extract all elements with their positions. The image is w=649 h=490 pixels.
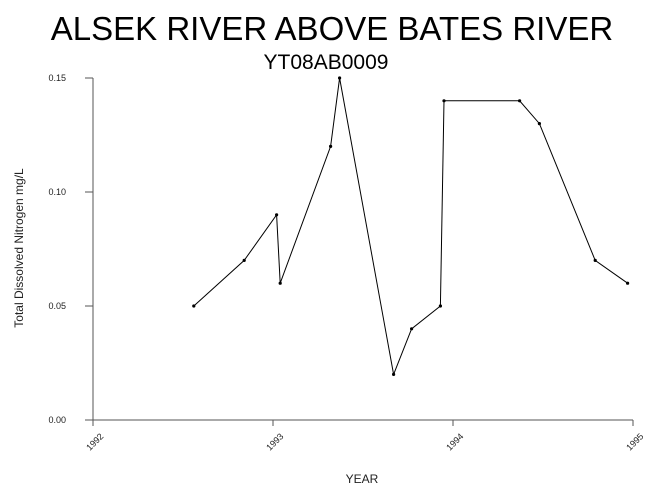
data-point [338, 76, 342, 80]
x-tick-label: 1992 [84, 431, 105, 452]
data-point [192, 304, 196, 308]
y-tick-label: 0.00 [48, 415, 66, 425]
data-point [626, 281, 630, 285]
data-point [329, 144, 333, 148]
y-axis-label: Total Dissolved Nitrogen mg/L [12, 168, 26, 328]
x-tick-label: 1993 [264, 431, 285, 452]
chart-title: ALSEK RIVER ABOVE BATES RIVER [51, 10, 613, 47]
x-tick-label: 1994 [444, 431, 465, 452]
series-line [193, 77, 628, 377]
data-point [537, 122, 542, 126]
data-point [275, 213, 279, 217]
data-point [392, 372, 396, 376]
data-point [438, 304, 442, 308]
data-point [518, 99, 522, 103]
y-tick-label: 0.05 [48, 301, 66, 311]
data-point [410, 327, 414, 331]
data-point [593, 258, 597, 262]
y-tick-label: 0.10 [48, 187, 66, 197]
data-point [242, 258, 246, 262]
x-axis-label: YEAR [346, 472, 379, 486]
data-point [278, 281, 282, 285]
y-tick-label: 0.15 [48, 73, 66, 83]
chart-subtitle: YT08AB0009 [264, 51, 389, 74]
series-layer [192, 76, 630, 377]
axes: 0.00 0.05 0.10 0.15 1992 1993 1994 1995 [48, 73, 645, 452]
data-point [442, 99, 446, 103]
x-tick-label: 1995 [624, 431, 645, 452]
